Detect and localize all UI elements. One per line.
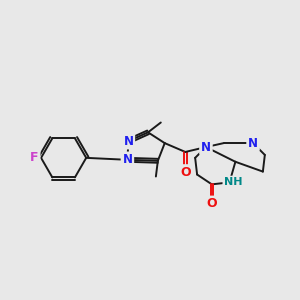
- Text: N: N: [248, 136, 258, 150]
- Text: F: F: [30, 152, 38, 164]
- Text: F: F: [30, 152, 38, 164]
- Text: N: N: [201, 141, 211, 154]
- Text: O: O: [206, 197, 217, 211]
- Text: NH: NH: [224, 177, 243, 188]
- Text: N: N: [122, 153, 132, 166]
- Text: N: N: [123, 135, 134, 148]
- Text: O: O: [180, 166, 190, 179]
